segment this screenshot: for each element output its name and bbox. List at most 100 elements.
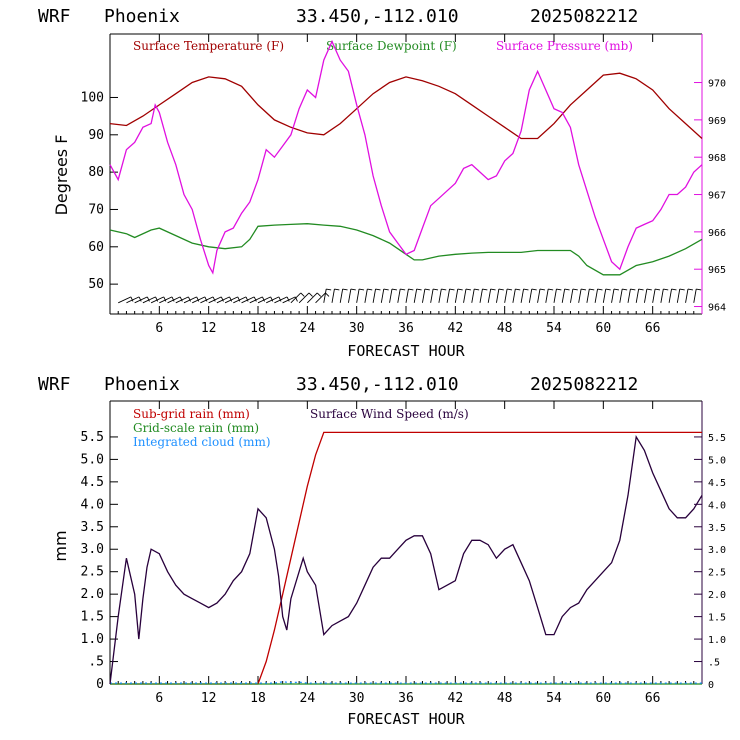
wind-barb-flag — [482, 288, 488, 291]
y-tick-label: 4.0 — [81, 497, 104, 512]
wind-barb — [290, 292, 302, 304]
wind-barb-flag — [204, 296, 208, 302]
panel1-init-time: 2025082212 — [530, 6, 638, 27]
wind-barb-flag — [572, 288, 578, 291]
wind-barb — [307, 292, 318, 304]
wind-barb-flag — [300, 292, 305, 297]
wind-barb — [364, 288, 368, 303]
wind-barb-flag — [671, 288, 677, 291]
panel2-model: WRF — [38, 374, 71, 395]
wind-barb-flag — [630, 288, 636, 291]
y-tick-label: 90 — [88, 128, 104, 143]
legend-pressure: Surface Pressure (mb) — [496, 39, 633, 53]
y2-tick-label: 965 — [708, 265, 726, 276]
wind-barb-flag — [433, 288, 439, 291]
wind-barb — [372, 288, 376, 303]
wind-barb — [380, 288, 385, 303]
y-tick-label: 1.5 — [81, 610, 104, 625]
legend-cloud: Integrated cloud (mm) — [133, 435, 271, 449]
y-tick-label: .5 — [88, 655, 104, 670]
wind-barb — [298, 292, 310, 304]
wind-barb — [315, 292, 326, 304]
y2-tick-label: 970 — [708, 79, 726, 90]
wind-barb — [676, 288, 681, 303]
wind-barb — [126, 296, 140, 304]
x-tick-label: 66 — [645, 321, 661, 336]
wind-barb-flag — [253, 296, 257, 302]
wind-barb-flag — [465, 288, 471, 291]
wind-barb — [413, 288, 418, 303]
wind-barb — [216, 296, 230, 304]
x-tick-label: 6 — [155, 691, 163, 706]
wind-barb — [134, 296, 148, 304]
wind-barb — [323, 288, 327, 303]
wind-barb — [561, 288, 566, 303]
panel1-ylabel: Degrees F — [52, 135, 71, 216]
wind-barb — [348, 288, 352, 303]
wind-barb — [611, 288, 615, 303]
wind-barb — [397, 288, 401, 303]
y-tick-label: 80 — [88, 165, 104, 180]
panel1-plot: 6 12 18 24 30 36 42 48 54 60 66 50 60 70 80 90 100 964 965… — [81, 33, 726, 336]
x-tick-label: 60 — [596, 321, 612, 336]
wind-barb — [167, 296, 181, 304]
wind-barb-flag — [179, 296, 183, 302]
wind-barb-flag — [424, 288, 430, 291]
wind-barb — [463, 288, 467, 303]
wind-barb — [487, 288, 492, 303]
wind-barb-flag — [556, 288, 562, 291]
y-tick-label: 60 — [88, 240, 104, 255]
wind-barb — [257, 296, 271, 304]
x-tick-label: 66 — [645, 691, 661, 706]
y2-tick-label: 966 — [708, 228, 726, 239]
wind-barb-flag — [229, 296, 233, 302]
y-tick-label: 2.0 — [81, 587, 104, 602]
y2-tick-label: 0 — [708, 680, 714, 691]
y-tick-label: 5.0 — [81, 452, 104, 467]
y2-tick-label: 2.5 — [708, 568, 726, 579]
y2-tick-label: 968 — [708, 153, 726, 164]
y2-tick-label: 4.0 — [708, 500, 726, 511]
panel1-xlabel: FORECAST HOUR — [347, 342, 465, 360]
wind-barb-flag — [278, 296, 282, 302]
wind-barb-flag — [531, 288, 537, 291]
wind-barb-flag — [171, 296, 175, 302]
y2-tick-label: 1.5 — [708, 613, 726, 624]
x-tick-label: 60 — [596, 691, 612, 706]
wind-barb-flag — [457, 288, 463, 291]
wind-barb-flag — [334, 288, 340, 291]
wind-barb-flag — [696, 288, 702, 291]
wind-barb-flag — [523, 288, 529, 291]
wind-barb-flag — [270, 296, 274, 302]
legend-dewpoint: Surface Dewpoint (F) — [326, 39, 457, 53]
x-tick-label: 48 — [497, 691, 513, 706]
wind-barb-flag — [638, 288, 644, 291]
x-tick-label: 30 — [349, 691, 365, 706]
wind-barb — [512, 288, 516, 303]
y2-tick-label: 969 — [708, 116, 726, 127]
wind-barb — [150, 296, 164, 304]
wind-barb-flag — [589, 288, 595, 291]
series-line-wind_speed — [109, 435, 703, 685]
legend-grid-rain: Grid-scale rain (mm) — [133, 421, 259, 435]
panel1-location: Phoenix — [104, 6, 180, 27]
wind-barb-flag — [212, 296, 216, 302]
wind-barb — [224, 296, 238, 304]
panel1-model: WRF — [38, 6, 71, 27]
wind-barb — [159, 296, 173, 304]
wind-barb — [570, 288, 574, 303]
wind-barb-flag — [375, 288, 381, 291]
wind-barb-flag — [245, 296, 249, 302]
wind-barb-flag — [326, 288, 332, 291]
panel2-ylabel: mm — [51, 530, 70, 561]
panel2-location: Phoenix — [104, 374, 180, 395]
wind-barb-flag — [163, 296, 167, 302]
wind-barb — [241, 296, 255, 304]
wind-barb-flag — [220, 296, 224, 302]
wind-barb-flag — [687, 288, 693, 291]
wind-barb — [183, 296, 197, 304]
wind-barb-flag — [663, 288, 669, 291]
wind-barb-flag — [155, 296, 159, 302]
wind-barb-flag — [474, 288, 480, 291]
